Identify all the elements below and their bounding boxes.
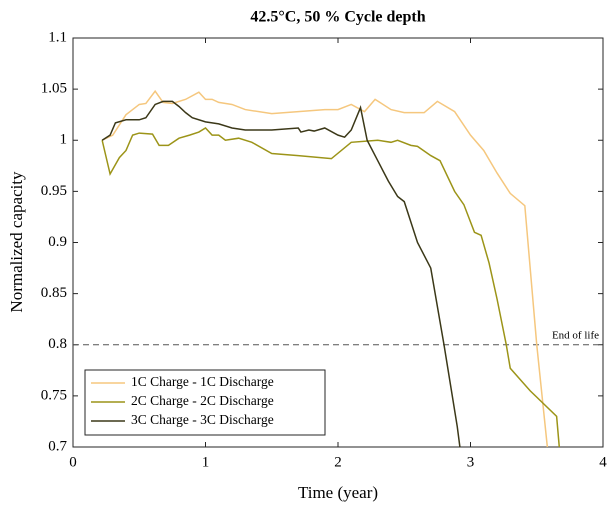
chart-title: 42.5°C, 50 % Cycle depth xyxy=(250,9,425,26)
x-tick-label: 4 xyxy=(599,454,607,470)
y-tick-label: 0.7 xyxy=(48,438,67,454)
legend-label: 3C Charge - 3C Discharge xyxy=(131,412,274,427)
x-tick-label: 3 xyxy=(467,454,475,470)
y-tick-label: 0.95 xyxy=(41,183,67,199)
x-tick-label: 1 xyxy=(202,454,210,470)
reference-label: End of life xyxy=(552,329,599,341)
y-tick-label: 0.9 xyxy=(48,234,67,250)
series-line xyxy=(101,89,549,448)
legend-label: 1C Charge - 1C Discharge xyxy=(131,374,274,389)
x-tick-label: 2 xyxy=(334,454,342,470)
series-line xyxy=(101,127,561,448)
y-axis-label: Normalized capacity xyxy=(7,171,26,313)
y-tick-label: 1 xyxy=(60,132,68,148)
legend-label: 2C Charge - 2C Discharge xyxy=(131,393,274,408)
y-tick-label: 0.8 xyxy=(48,336,67,352)
x-axis-label: Time (year) xyxy=(298,483,378,502)
y-tick-label: 1.1 xyxy=(48,29,67,45)
y-tick-label: 0.85 xyxy=(41,285,67,301)
y-tick-label: 0.75 xyxy=(41,387,67,403)
series-line xyxy=(101,100,461,448)
y-tick-label: 1.05 xyxy=(41,81,67,97)
x-tick-label: 0 xyxy=(69,454,77,470)
